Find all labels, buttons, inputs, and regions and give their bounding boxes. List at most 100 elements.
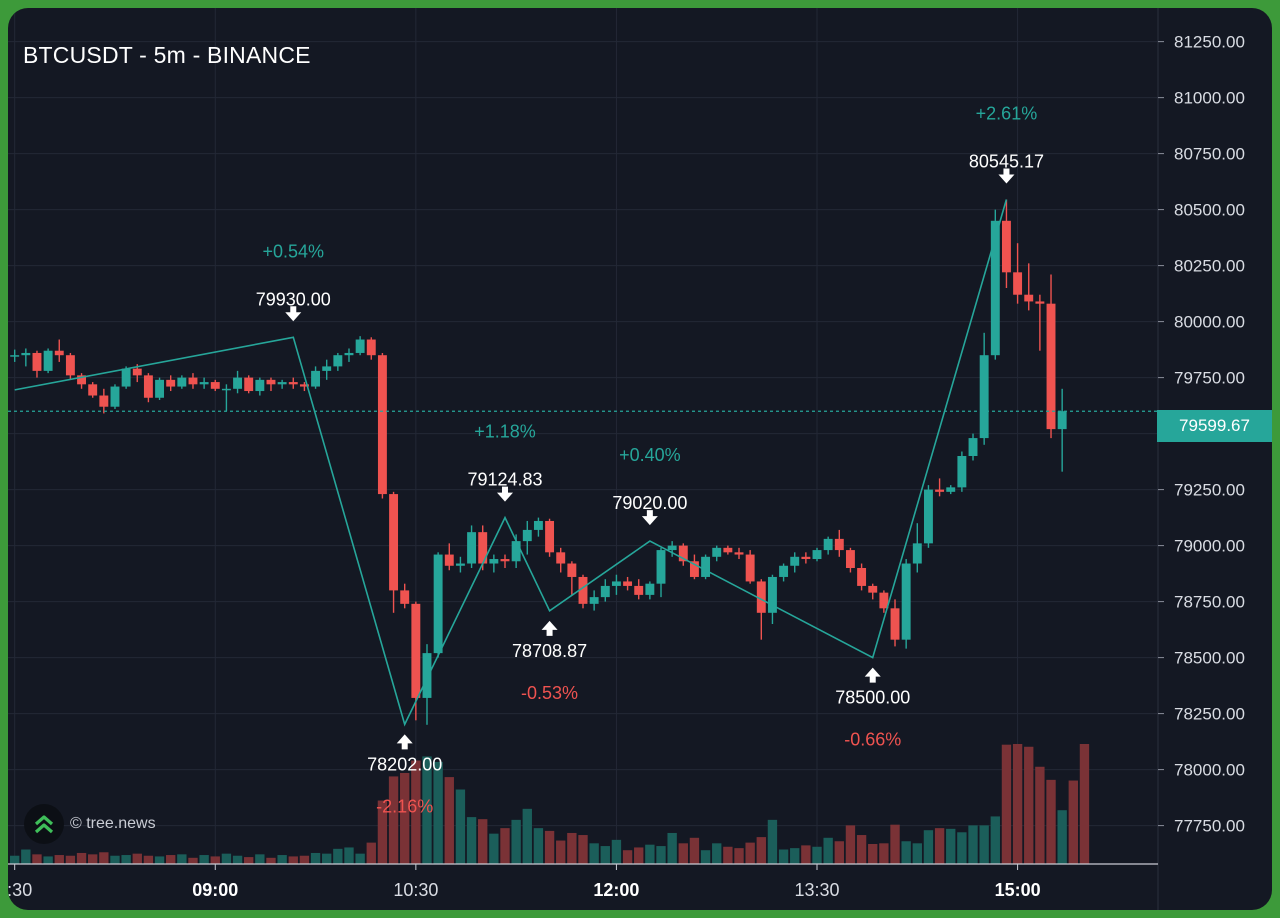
volume-bar [834,841,844,864]
grid-lines [8,8,1158,864]
pivot-high-arrow-icon [641,510,658,526]
candle-body [433,554,443,654]
candle-body [611,581,621,586]
candle-body [901,563,911,640]
candle-body [1046,303,1056,430]
candle-body [979,355,989,439]
volume-bar [1035,766,1045,864]
volume-bar [689,837,700,864]
volume-bar [478,819,488,864]
price-tick-label: 79000.00 [1174,537,1245,556]
time-tick-label: 10:30 [393,880,438,900]
price-tick-label: 80000.00 [1174,313,1245,332]
candle-body [701,556,711,577]
pivot-price-label: 78708.87 [512,641,587,661]
candle-body [489,559,499,564]
candle-body [266,379,276,385]
pivot-change-label: +2.61% [976,103,1038,123]
pivot-price-label: 79124.83 [467,470,542,490]
candle-body [500,559,510,562]
candle-body [244,377,254,392]
time-tick-label: 12:00 [593,880,639,900]
candle-body [790,556,800,566]
candle-body [322,366,332,371]
volume-bar [901,841,911,864]
time-tick-label: 7:30 [8,880,32,900]
volume-bar [823,837,833,864]
candle-body [478,532,488,564]
volume-bar [88,854,98,864]
time-axis[interactable]: 7:30 09:00 10:30 12:00 13:30 15:00 [8,863,1158,900]
time-tick-label: 15:00 [995,880,1041,900]
volume-bar [879,843,889,864]
price-axis[interactable]: 81250.00 81000.00 80750.00 80500.00 80250.00… [1157,8,1245,910]
candle-body [288,382,298,385]
candle-body [333,355,343,367]
candle-body [143,375,153,398]
candle-body [712,547,722,557]
volume-bar [667,832,677,864]
volume-bar [232,855,243,864]
candle-body [912,543,922,564]
candle-body [77,375,87,385]
zigzag-indicator [14,199,1008,727]
volume-bar [522,808,532,864]
volume-bar [544,830,555,864]
volume-bar [645,844,655,864]
volume-bar [288,856,298,864]
pivot-low-arrow-icon [396,734,413,750]
zigzag-line [14,199,1008,727]
volume-bar [845,825,856,864]
current-price-badge: 79599.67 [1157,410,1272,442]
candle-body [188,377,198,385]
candle-body [377,355,387,495]
candle-body [845,550,855,568]
volume-bar [968,825,978,864]
price-tick-label: 79250.00 [1174,481,1245,500]
candle-body [355,339,365,353]
volume-bar [54,855,64,864]
volume-bar [923,830,934,864]
candle-body [1013,272,1023,295]
candle-body [65,355,75,376]
volume-bar [767,819,778,864]
price-tick-label: 77750.00 [1174,817,1245,836]
pivot-price-label: 80545.17 [969,151,1044,171]
volume-bar [177,854,187,864]
volume-bar [801,845,811,864]
candle-body [400,590,410,604]
pivot-change-label: +1.18% [474,422,536,442]
volume-bar [622,850,633,864]
candle-body [801,556,811,560]
volume-bar [856,835,867,864]
volume-bar [934,828,945,864]
candle-body [121,368,131,387]
candle-body [734,552,744,555]
volume-bar [344,847,354,864]
candle-body [1057,411,1067,430]
volume-bar [1079,744,1090,864]
volume-bar [210,856,220,864]
candle-body [890,608,900,640]
volume-bar [199,855,209,864]
pivot-price-label: 78500.00 [835,688,910,708]
volume-bar [299,855,310,864]
candle-body [155,379,165,398]
price-tick-label: 81250.00 [1174,33,1245,52]
tree-news-logo-icon [24,804,64,844]
pivot-change-label: -2.16% [376,796,433,816]
pivot-high-arrow-icon [285,306,302,322]
pivot-price-label: 79020.00 [612,493,687,513]
candle-body [522,529,532,542]
candle-body [110,386,120,407]
candle-body [556,552,566,564]
volume-bar [790,848,800,864]
candle-body [756,581,766,613]
volume-bar [322,853,332,864]
volume-bar [578,835,588,864]
volume-bar [43,856,53,864]
volume-bar [110,855,120,864]
volume-bar [778,849,789,864]
volume-bar [377,800,388,864]
candlestick-chart[interactable]: 79930.00 +0.54% 78202.00 -2.16% 79124.83 +1.1… [8,8,1272,910]
